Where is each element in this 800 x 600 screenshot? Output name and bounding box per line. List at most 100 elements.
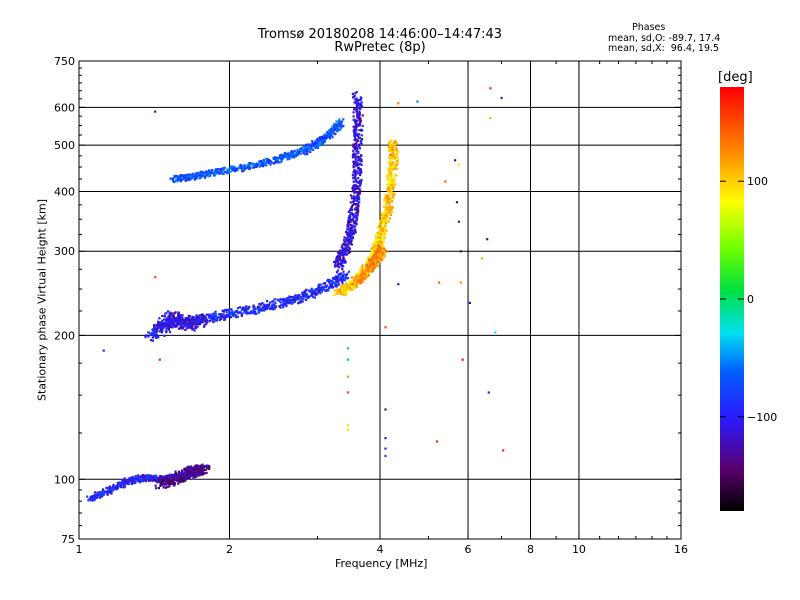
data-point (204, 176, 207, 179)
data-point (395, 147, 398, 150)
data-point (273, 158, 276, 161)
data-point (274, 305, 277, 308)
data-point (312, 292, 315, 295)
data-point (343, 239, 346, 242)
data-point (344, 284, 347, 287)
data-point (387, 184, 391, 187)
data-point (283, 153, 286, 157)
data-point (180, 326, 183, 329)
data-point (210, 318, 213, 322)
data-point (169, 177, 172, 180)
data-point (115, 485, 118, 489)
data-point (220, 172, 223, 175)
data-point (174, 317, 177, 320)
data-point (194, 320, 197, 323)
data-point (341, 282, 344, 285)
data-point (377, 246, 380, 249)
data-point (354, 203, 358, 206)
data-point (188, 465, 191, 468)
data-point (184, 317, 187, 320)
data-point (282, 154, 285, 157)
data-point (151, 477, 154, 480)
data-point (354, 207, 357, 210)
data-point (352, 171, 355, 174)
data-point (203, 171, 206, 174)
data-point (375, 251, 378, 254)
data-point (350, 239, 353, 242)
data-point (392, 182, 395, 185)
data-point (357, 151, 360, 154)
data-point (172, 320, 175, 323)
data-point (160, 330, 164, 334)
data-point (348, 216, 351, 219)
data-point (379, 252, 382, 255)
data-point (336, 269, 340, 272)
data-point (380, 242, 383, 245)
data-point (161, 324, 164, 327)
data-point (198, 319, 201, 322)
data-point (350, 231, 353, 234)
data-point (352, 174, 355, 177)
x-tick-label: 10 (572, 543, 586, 556)
data-point (367, 269, 370, 272)
data-point (191, 315, 194, 319)
data-point (351, 230, 354, 233)
data-point (270, 306, 273, 309)
data-point (207, 170, 210, 173)
data-point (383, 212, 386, 215)
data-point (201, 170, 204, 174)
data-point (193, 174, 196, 177)
data-point (356, 216, 359, 219)
data-point (314, 288, 317, 291)
data-point (393, 172, 396, 176)
data-point (352, 146, 355, 149)
data-point (166, 322, 169, 325)
colorbar-ticks: 100 0 −100 (720, 175, 777, 424)
data-point (94, 494, 97, 498)
data-point (286, 300, 289, 303)
data-point (241, 307, 244, 311)
data-point (257, 305, 260, 308)
data-point (384, 232, 387, 235)
data-point (199, 316, 202, 319)
data-point (391, 179, 394, 182)
data-point (335, 276, 338, 279)
data-point (144, 336, 147, 339)
grid-lines (79, 61, 681, 539)
data-point (169, 331, 172, 334)
data-point (459, 250, 462, 253)
data-point (162, 485, 165, 488)
data-point (391, 192, 394, 195)
data-point (124, 480, 127, 483)
data-point (325, 133, 328, 136)
data-point (381, 237, 384, 240)
data-point (297, 294, 300, 298)
data-point (355, 214, 358, 217)
data-point (320, 290, 323, 293)
data-point (389, 163, 392, 166)
data-point (388, 148, 391, 151)
data-point (344, 285, 347, 288)
data-point (354, 191, 357, 194)
data-point (170, 317, 173, 320)
data-point (355, 178, 358, 181)
data-point (172, 479, 175, 482)
data-point (168, 317, 171, 320)
data-point (303, 290, 306, 293)
data-point (176, 476, 179, 479)
data-point (298, 150, 301, 154)
data-point (210, 171, 213, 175)
data-point (384, 437, 387, 440)
data-point (336, 291, 339, 294)
data-point (212, 172, 216, 175)
data-point (96, 491, 99, 494)
data-point (261, 307, 264, 310)
data-point (215, 168, 218, 171)
data-point (351, 237, 354, 240)
data-point (192, 321, 195, 324)
data-point (353, 228, 357, 231)
data-point (373, 253, 376, 256)
data-point (318, 283, 321, 286)
data-point (337, 121, 340, 124)
data-point (358, 201, 361, 204)
